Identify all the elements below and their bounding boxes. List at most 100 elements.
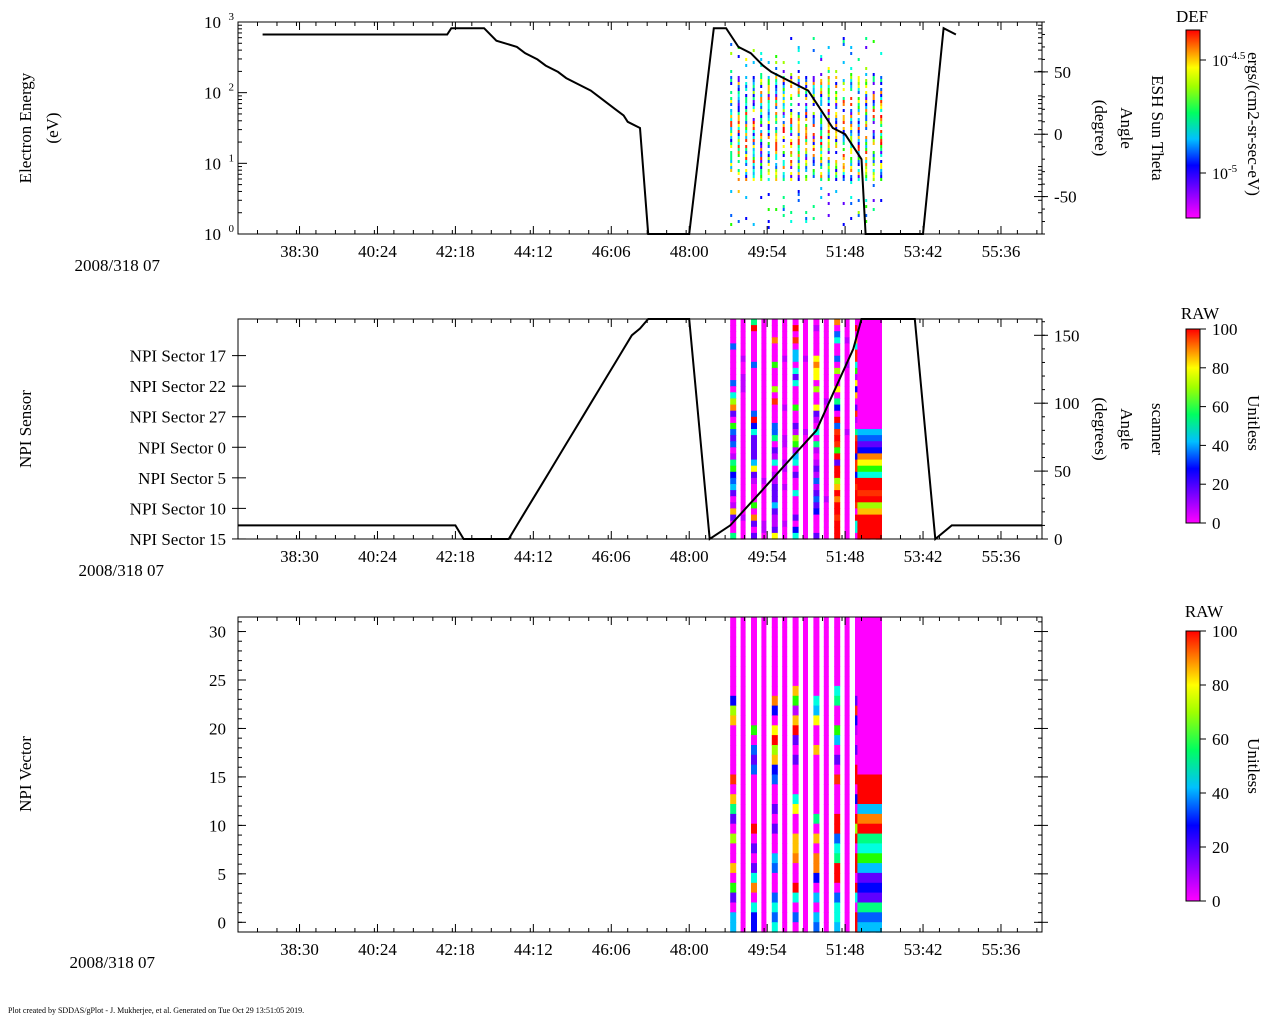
heat-cell	[771, 361, 778, 369]
heat-cell	[771, 422, 778, 430]
heat-cell	[805, 151, 808, 154]
heat-cell	[771, 343, 778, 351]
heat-cell	[771, 666, 778, 677]
heat-cell	[782, 325, 788, 332]
heat-cell	[782, 804, 788, 815]
heat-cell	[805, 115, 808, 118]
heat-cell	[823, 804, 829, 815]
heat-cell	[767, 163, 770, 166]
heat-cell	[730, 404, 737, 412]
heat-cell	[760, 94, 763, 97]
heat-cell	[740, 319, 746, 326]
y-tick-label: 10	[209, 816, 226, 835]
heat-cell	[857, 429, 882, 436]
heat-cell	[823, 386, 829, 393]
heat-cell	[761, 912, 767, 923]
heat-cell	[767, 130, 770, 133]
heat-cell	[820, 55, 823, 58]
heat-cell	[865, 163, 868, 166]
heat-cell	[850, 76, 853, 79]
heat-cell	[782, 172, 785, 175]
heat-cell	[782, 490, 788, 497]
heat-cell	[767, 121, 770, 124]
heat-cell	[775, 145, 778, 148]
heat-cell	[761, 843, 767, 854]
heat-cell	[857, 416, 882, 424]
heat-cell	[767, 208, 770, 211]
heat-cell	[813, 666, 820, 677]
heat-cell	[782, 100, 785, 103]
heat-cell	[803, 435, 808, 442]
heat-cell	[745, 133, 748, 136]
heat-cell	[842, 43, 845, 46]
heat-cell	[761, 666, 767, 677]
heat-cell	[803, 361, 808, 369]
heat-cell	[820, 187, 823, 190]
heat-cell	[872, 160, 875, 163]
heat-cell	[730, 666, 737, 677]
heat-cell	[751, 833, 757, 845]
heat-cell	[792, 745, 799, 756]
heat-cell	[751, 502, 757, 510]
heat-cell	[823, 520, 829, 528]
heat-cell	[740, 422, 746, 430]
y-tick-label: 10	[204, 154, 221, 173]
heat-cell	[730, 386, 737, 393]
heat-cell	[844, 380, 850, 387]
heat-cell	[820, 79, 823, 82]
heat-cell	[751, 416, 757, 424]
heat-cell	[761, 496, 767, 503]
heat-cell	[857, 121, 860, 124]
heat-cell	[790, 127, 793, 130]
heat-cell	[751, 617, 757, 628]
heat-cell	[771, 477, 778, 485]
heat-cell	[797, 139, 800, 142]
heat-cell	[782, 794, 788, 805]
heat-cell	[740, 646, 746, 657]
heat-cell	[797, 148, 800, 151]
heat-cell	[761, 745, 767, 756]
heat-cell	[834, 863, 841, 874]
heat-cell	[805, 91, 808, 94]
heat-cell	[737, 76, 740, 79]
heat-cell	[844, 912, 850, 923]
heat-cell	[813, 367, 820, 375]
heat-cell	[730, 471, 737, 479]
cb-tick-label: 60	[1212, 398, 1229, 417]
heat-cell	[771, 695, 778, 707]
heat-cell	[751, 922, 757, 933]
heat-cell	[857, 695, 882, 707]
heat-cell	[730, 484, 737, 491]
heat-cell	[771, 490, 778, 497]
heat-cell	[865, 115, 868, 118]
heat-cell	[880, 145, 883, 148]
heat-cell	[857, 142, 860, 145]
p0-cb-tick-label: 10-4.5	[1212, 50, 1246, 70]
heat-cell	[865, 94, 868, 97]
heat-cell	[834, 349, 841, 357]
heat-cell	[782, 646, 788, 657]
heat-cell	[803, 490, 808, 497]
heat-cell	[823, 374, 829, 381]
heat-cell	[857, 646, 882, 657]
heat-cell	[812, 103, 815, 106]
heat-cell	[865, 85, 868, 88]
heat-cell	[813, 626, 820, 638]
heat-cell	[782, 398, 788, 406]
heat-cell	[812, 154, 815, 157]
heat-cell	[767, 76, 770, 79]
heat-cell	[835, 70, 838, 73]
heat-cell	[803, 410, 808, 418]
heat-cell	[760, 157, 763, 160]
heat-cell	[752, 127, 755, 130]
heat-cell	[771, 794, 778, 805]
heat-cell	[844, 526, 850, 534]
heat-cell	[834, 745, 841, 756]
heat-cell	[761, 392, 767, 400]
x-tick-label: 44:12	[514, 940, 553, 959]
heat-cell	[872, 94, 875, 97]
heat-cell	[740, 784, 746, 795]
x-tick-label: 53:42	[904, 242, 943, 261]
heat-cell	[812, 175, 815, 178]
heat-cell	[803, 380, 808, 387]
